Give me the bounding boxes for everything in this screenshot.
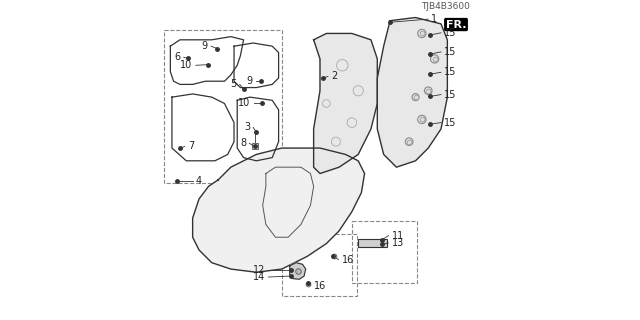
Text: 9: 9 (202, 41, 208, 51)
Text: 15: 15 (444, 90, 456, 100)
Text: 10: 10 (238, 98, 251, 108)
Polygon shape (314, 34, 378, 173)
Text: 8: 8 (240, 138, 246, 148)
Bar (358, 239, 387, 247)
Bar (164, 30, 282, 183)
Text: 13: 13 (392, 238, 404, 248)
Text: 15: 15 (444, 67, 456, 77)
Text: 9: 9 (246, 76, 253, 85)
Text: 5: 5 (230, 79, 237, 89)
Text: TJB4B3600: TJB4B3600 (420, 2, 470, 11)
Text: 14: 14 (253, 272, 265, 282)
Polygon shape (378, 18, 447, 167)
Bar (352, 221, 417, 284)
Text: 16: 16 (342, 254, 354, 265)
Polygon shape (290, 263, 306, 279)
Text: 15: 15 (444, 47, 456, 57)
Text: 1: 1 (431, 14, 438, 24)
Text: 15: 15 (444, 28, 456, 38)
Polygon shape (193, 148, 365, 272)
Text: 3: 3 (244, 122, 250, 132)
Text: 4: 4 (196, 177, 202, 187)
Text: 6: 6 (175, 52, 180, 62)
Text: 11: 11 (392, 231, 404, 241)
Bar (282, 234, 356, 296)
Text: 16: 16 (314, 281, 326, 291)
Text: 15: 15 (444, 117, 456, 128)
Text: 7: 7 (188, 141, 194, 151)
Text: 2: 2 (331, 71, 337, 81)
Text: 10: 10 (180, 60, 193, 70)
Text: FR.: FR. (446, 20, 467, 29)
Text: 12: 12 (253, 265, 265, 275)
